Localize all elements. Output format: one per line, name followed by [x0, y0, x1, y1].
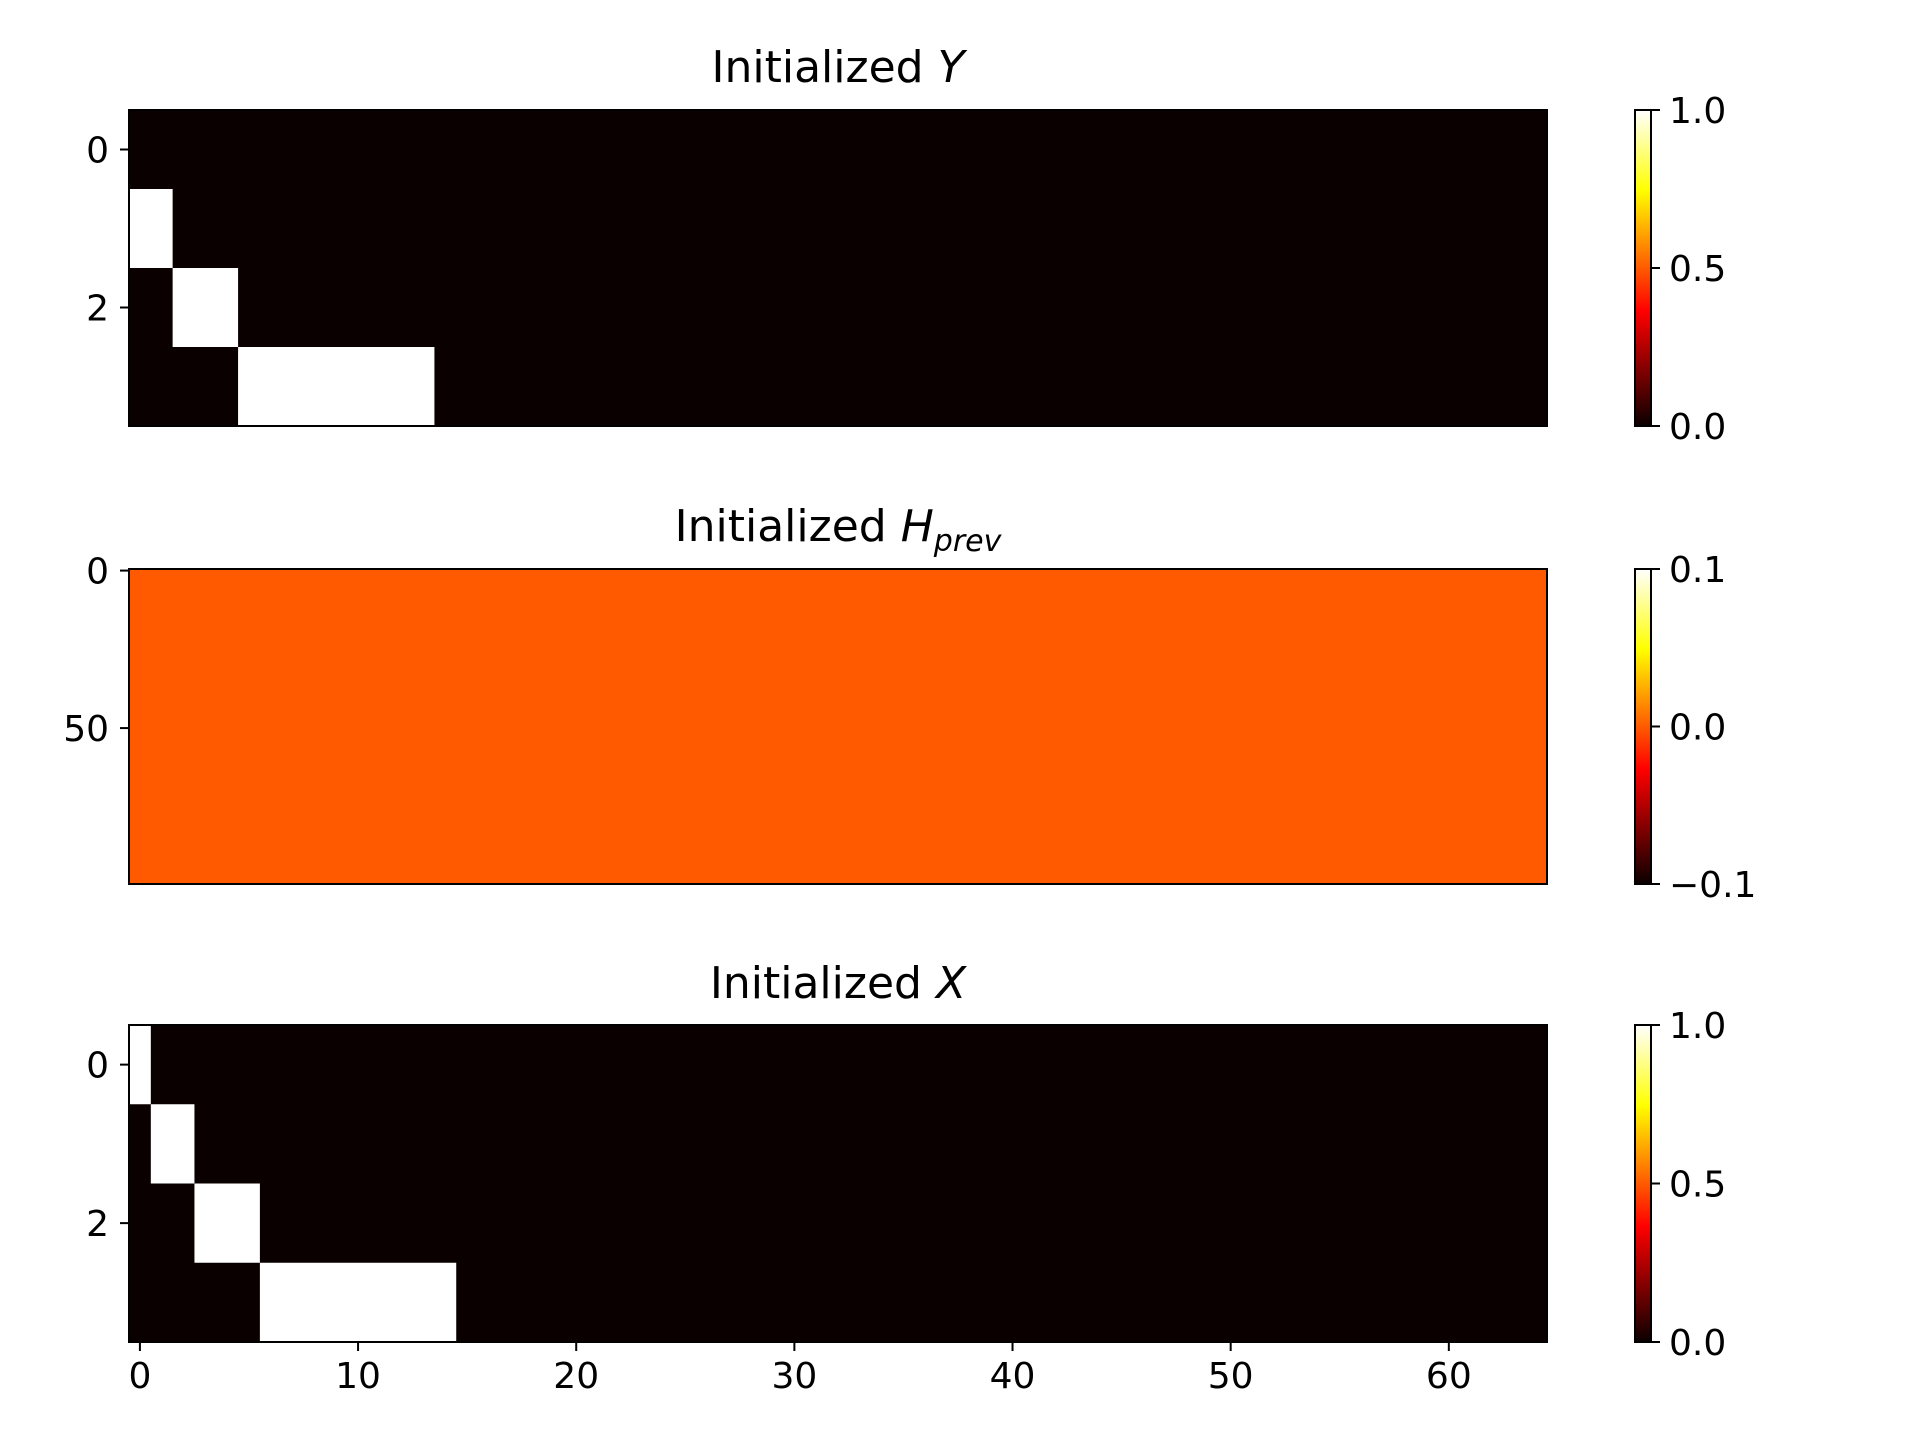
- heatmap-panel-2: Initialized Hprev 0 50 −0.1 0.0 0.1: [63, 501, 1756, 906]
- x-tick-label: 30: [771, 1356, 817, 1397]
- y-tick-label: 0: [86, 552, 109, 593]
- heatmap-cell: [238, 347, 435, 426]
- colorbar-tick-label: 0.5: [1669, 249, 1726, 290]
- title-symbol: X: [934, 958, 967, 1009]
- x-tick-label: 20: [553, 1356, 599, 1397]
- heatmap-cell: [194, 1183, 260, 1263]
- colorbar-tick-label: 0.0: [1669, 1323, 1726, 1364]
- heatmap-cell: [129, 189, 173, 268]
- x-tick-label: 50: [1208, 1356, 1254, 1397]
- heatmap-panel-1: Initialized Y 0 2 0.0 0.5 1.0: [86, 42, 1726, 448]
- colorbar-tick-label: −0.1: [1669, 865, 1756, 906]
- chart-title: Initialized Hprev: [675, 501, 1003, 559]
- colorbar-tick-label: 1.0: [1669, 91, 1726, 132]
- y-tick-label: 2: [86, 289, 109, 330]
- x-tick-label: 60: [1426, 1356, 1472, 1397]
- heatmap-cell: [129, 1025, 151, 1105]
- colorbar: [1634, 568, 1652, 885]
- y-tick-label: 0: [86, 1046, 109, 1087]
- colorbar: [1634, 109, 1652, 427]
- colorbar-tick-label: 0.0: [1669, 407, 1726, 448]
- colorbar-tick-label: 0.5: [1669, 1165, 1726, 1206]
- x-tick-label: 0: [128, 1356, 151, 1397]
- title-text: Initialized: [675, 501, 901, 552]
- title-symbol: H: [901, 501, 934, 552]
- colorbar-tick-label: 1.0: [1669, 1006, 1726, 1047]
- heatmap-background: [129, 569, 1547, 884]
- y-tick-label: 50: [63, 709, 109, 750]
- heatmap-cell: [259, 1262, 457, 1342]
- colorbar-tick-label: 0.0: [1669, 708, 1726, 749]
- x-tick-label: 10: [335, 1356, 381, 1397]
- axes-frame: [128, 109, 1548, 427]
- chart-title: Initialized X: [710, 958, 967, 1009]
- x-tick-label: 40: [990, 1356, 1036, 1397]
- title-symbol: Y: [938, 42, 968, 93]
- title-text: Initialized: [712, 42, 938, 93]
- title-text: Initialized: [710, 958, 936, 1009]
- axes-frame: [128, 1024, 1548, 1343]
- heatmap-cell: [172, 268, 239, 347]
- y-tick-label: 2: [86, 1204, 109, 1245]
- colorbar-tick-label: 0.1: [1669, 550, 1726, 591]
- y-tick-label: 0: [86, 131, 109, 172]
- axes-frame: [128, 568, 1548, 885]
- colorbar: [1634, 1024, 1652, 1343]
- heatmap-cell: [150, 1104, 195, 1184]
- chart-title: Initialized Y: [712, 42, 968, 93]
- title-subscript: prev: [933, 524, 1003, 559]
